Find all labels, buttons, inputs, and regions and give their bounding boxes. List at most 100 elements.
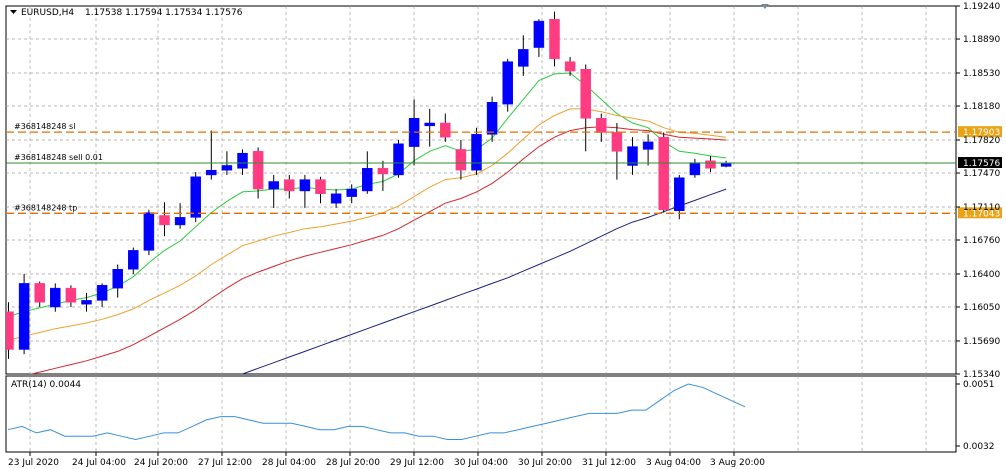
candle[interactable] — [471, 127, 482, 175]
price-tag — [958, 157, 1002, 169]
candle-body — [346, 188, 357, 197]
candle[interactable] — [611, 123, 623, 180]
candle[interactable] — [564, 56, 576, 76]
atr-line — [7, 383, 746, 441]
candle[interactable] — [440, 113, 451, 142]
candle[interactable] — [237, 149, 248, 175]
candle-body — [642, 141, 654, 150]
price-tag — [958, 207, 1002, 219]
chart-shift-marker-icon[interactable] — [761, 4, 769, 9]
candle-body — [455, 149, 467, 171]
candle-body — [6, 311, 14, 350]
price-tag-label: 1.17043 — [963, 209, 1000, 219]
candle-body — [128, 250, 139, 270]
y-tick-label: 1.19240 — [963, 2, 1000, 12]
candle-body — [206, 169, 217, 176]
candle-body — [377, 168, 389, 175]
candle-body — [658, 136, 669, 211]
candle-body — [18, 283, 30, 350]
candle[interactable] — [34, 281, 45, 308]
moving-average-line — [242, 188, 727, 374]
candle-body — [284, 179, 295, 192]
candle[interactable] — [362, 151, 373, 194]
candle[interactable] — [720, 160, 732, 168]
candle-body — [50, 287, 61, 308]
candle-body — [34, 283, 45, 303]
candle-body — [268, 181, 279, 190]
candle[interactable] — [143, 209, 155, 256]
candle-body — [564, 61, 576, 72]
candle[interactable] — [486, 96, 498, 142]
candle-body — [549, 18, 560, 60]
candle[interactable] — [190, 172, 201, 223]
x-tick-label: 28 Jul 04:00 — [262, 458, 316, 468]
candle[interactable] — [315, 176, 326, 204]
candle-body — [393, 143, 404, 176]
candle-body — [299, 179, 311, 192]
y-tick-label: 0.0032 — [963, 442, 995, 452]
candle-body — [674, 177, 685, 212]
candle[interactable] — [424, 108, 435, 147]
candle[interactable] — [159, 202, 170, 237]
candle-body — [65, 287, 77, 303]
candle-body — [580, 68, 591, 119]
candle[interactable] — [65, 285, 77, 308]
candle-body — [81, 300, 92, 305]
candle[interactable] — [346, 184, 357, 204]
candle[interactable] — [549, 11, 560, 67]
y-tick-label: 1.16050 — [963, 303, 1000, 313]
candle[interactable] — [455, 139, 467, 180]
atr-label: ATR(14) 0.0044 — [11, 380, 81, 390]
candle-body — [112, 269, 123, 289]
y-tick-label: 1.15690 — [963, 337, 1000, 347]
candle[interactable] — [252, 147, 264, 199]
candle[interactable] — [502, 58, 513, 112]
candle-body — [315, 179, 326, 195]
candle[interactable] — [627, 137, 638, 175]
candle[interactable] — [50, 283, 61, 312]
y-tick-label: 1.18180 — [963, 102, 1000, 112]
candle-body — [96, 285, 108, 301]
candle[interactable] — [674, 174, 685, 220]
candle[interactable] — [112, 264, 123, 298]
y-tick-label: 1.18530 — [963, 69, 1000, 79]
candle-body — [424, 122, 435, 127]
candle[interactable] — [18, 273, 30, 355]
triangle-down-icon[interactable] — [10, 10, 17, 14]
candle[interactable] — [284, 174, 295, 199]
candle-body — [502, 61, 513, 105]
x-tick-label: 30 Jul 20:00 — [518, 458, 572, 468]
x-tick-label: 24 Jul 20:00 — [134, 458, 188, 468]
y-tick-label: 0.0051 — [963, 380, 995, 390]
candle[interactable] — [330, 189, 342, 208]
candle[interactable] — [299, 174, 311, 208]
candle[interactable] — [4, 302, 14, 359]
candle-body — [689, 162, 701, 176]
candle[interactable] — [174, 203, 186, 229]
candle[interactable] — [206, 130, 217, 180]
candle[interactable] — [96, 283, 108, 308]
candle[interactable] — [642, 134, 654, 166]
candle[interactable] — [658, 132, 669, 213]
candle[interactable] — [580, 64, 591, 152]
ohlc-values: 1.17538 1.17594 1.17534 1.17576 — [85, 8, 243, 18]
candle[interactable] — [81, 292, 92, 312]
candle[interactable] — [377, 160, 389, 191]
indicator-plot-area[interactable] — [5, 375, 957, 453]
candle[interactable] — [128, 247, 139, 274]
candle-body — [143, 212, 155, 251]
x-tick-label: 28 Jul 20:00 — [326, 458, 380, 468]
candle[interactable] — [533, 19, 545, 57]
y-tick-label: 1.16400 — [963, 270, 1000, 280]
candle[interactable] — [705, 156, 716, 173]
candle-body — [720, 163, 732, 167]
y-tick-label: 1.17820 — [963, 136, 1000, 146]
candle[interactable] — [393, 139, 404, 178]
candle[interactable] — [268, 174, 279, 208]
candle[interactable] — [518, 35, 529, 76]
order-line-label: #368148248 tp — [14, 203, 77, 212]
order-line-label: #368148248 sell 0.01 — [14, 153, 103, 162]
x-tick-label: 3 Aug 04:00 — [646, 458, 701, 468]
symbol-timeframe: EURUSD,H4 — [21, 8, 74, 18]
